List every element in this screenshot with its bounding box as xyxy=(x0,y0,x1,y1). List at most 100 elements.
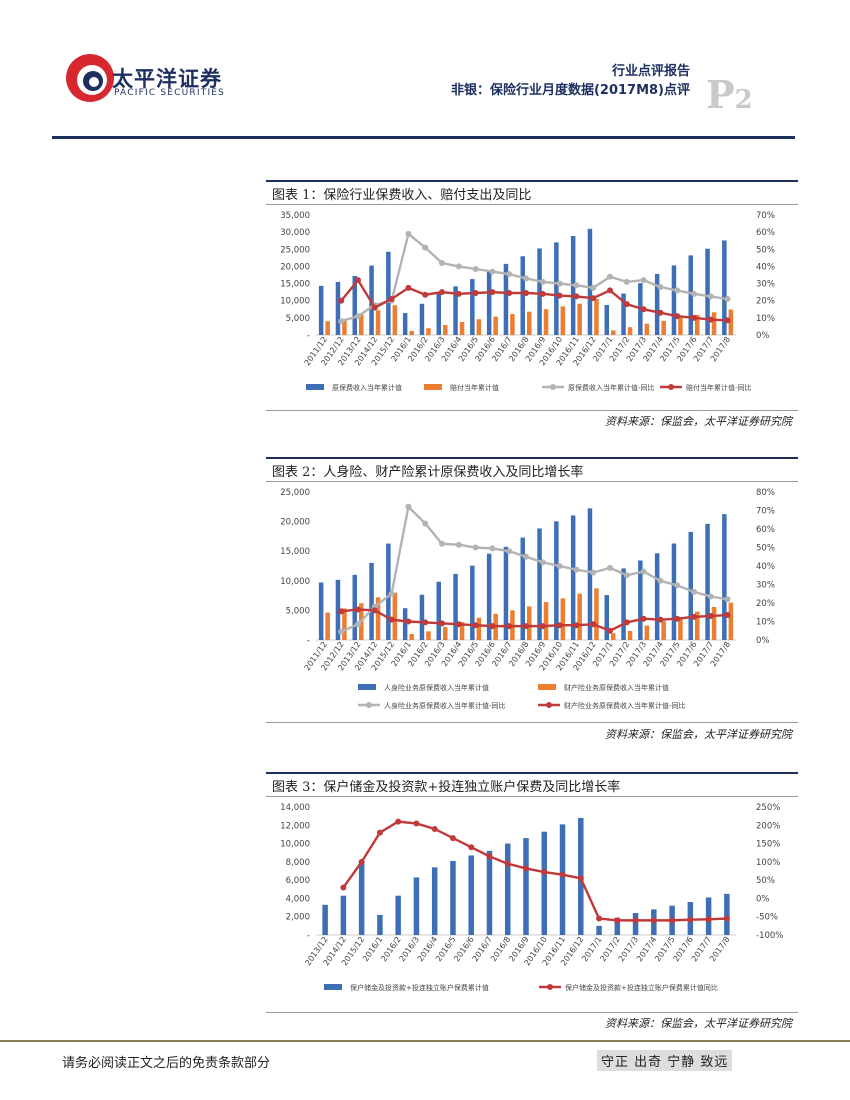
series-point xyxy=(355,606,361,613)
bar xyxy=(409,634,414,640)
bar xyxy=(443,324,448,335)
bar xyxy=(325,612,330,640)
chart-title: 图表 3：保户储金及投资款+投连独立账户保费及同比增长率 xyxy=(272,780,621,795)
series-line xyxy=(340,504,728,633)
bar xyxy=(678,317,683,335)
series-point xyxy=(472,544,479,551)
series-point xyxy=(449,835,456,842)
legend-label: 财产险业务原保费收入当年累计值-同比 xyxy=(564,701,686,710)
bar xyxy=(543,309,549,335)
legend-swatch-marker xyxy=(550,384,556,390)
bar xyxy=(318,285,324,335)
chart-title-bar: 图表 1：保险行业保费收入、赔付支出及同比 xyxy=(266,180,798,205)
series-point xyxy=(422,619,429,626)
series-point xyxy=(422,520,429,527)
bar xyxy=(318,582,324,640)
series-point xyxy=(431,825,438,832)
bar xyxy=(476,319,482,335)
bar xyxy=(728,602,734,640)
series-point xyxy=(523,623,529,630)
series-point xyxy=(640,615,647,622)
series-point xyxy=(338,628,345,635)
bar xyxy=(728,309,734,335)
bar xyxy=(671,265,677,335)
series-point xyxy=(674,313,681,320)
legend-swatch-marker xyxy=(366,702,372,708)
bar xyxy=(510,314,515,335)
bar xyxy=(627,327,633,335)
left-axis-tick-label: 25,000 xyxy=(280,245,310,255)
bar xyxy=(527,606,532,640)
series-point xyxy=(523,275,529,282)
bar xyxy=(426,328,431,335)
bar xyxy=(453,286,458,335)
bar xyxy=(377,914,383,935)
series-point xyxy=(439,289,445,296)
series-point xyxy=(439,540,445,547)
bar xyxy=(722,514,727,640)
bar xyxy=(386,251,391,335)
series-point xyxy=(657,616,664,623)
left-axis-tick-label: 15,000 xyxy=(280,280,310,290)
left-axis-tick-label: 10,000 xyxy=(280,297,310,307)
chart-source: 资料来源：保监会，太平洋证券研究院 xyxy=(605,415,792,428)
series-point xyxy=(623,278,630,285)
bar xyxy=(724,893,730,935)
bar xyxy=(322,904,328,935)
chart-title: 图表 2：人身险、财产险累计原保费收入及同比增长率 xyxy=(272,465,584,480)
bar xyxy=(611,330,616,335)
bar xyxy=(342,318,347,335)
bar xyxy=(503,546,509,640)
series-point xyxy=(506,548,513,555)
legend-label: 财产险业务原保费收入当年累计值 xyxy=(564,683,669,692)
series-point xyxy=(590,621,597,628)
series-point xyxy=(607,564,613,571)
series-point xyxy=(338,318,345,325)
series-line xyxy=(340,231,728,323)
right-axis-tick-label: 50% xyxy=(756,544,775,554)
series-point xyxy=(504,860,511,867)
chart-title-bar: 图表 3：保户储金及投资款+投连独立账户保费及同比增长率 xyxy=(266,772,798,797)
series-point xyxy=(724,596,731,603)
bar xyxy=(486,850,493,935)
bar xyxy=(560,306,566,335)
series-point xyxy=(623,301,630,308)
right-axis-tick-label: 0% xyxy=(756,636,770,646)
bar xyxy=(688,255,693,335)
bar xyxy=(644,323,650,335)
series-point xyxy=(707,612,714,619)
series-point xyxy=(413,820,420,827)
series-point xyxy=(338,297,345,304)
bar xyxy=(359,313,364,335)
chart-3-plot: - 2,000 4,000 6,000 8,000 10,000 12,000 14,000 -… xyxy=(280,803,783,992)
bar xyxy=(470,279,475,335)
legend-swatch-marker xyxy=(547,984,553,990)
series-point xyxy=(559,871,566,878)
right-axis-tick-label: 200% xyxy=(756,821,780,831)
chart-source: 资料来源：保监会，太平洋证券研究院 xyxy=(605,1017,792,1030)
bar xyxy=(543,602,549,640)
series-point xyxy=(590,284,597,291)
series-point xyxy=(371,304,378,311)
right-axis-tick-label: 30% xyxy=(756,581,775,591)
legend-label: 原保费收入当年累计值 xyxy=(332,383,402,392)
bar xyxy=(419,303,425,335)
bar xyxy=(409,331,414,335)
bar xyxy=(419,594,425,640)
series-point xyxy=(489,268,496,275)
series-point xyxy=(657,284,664,290)
series-point xyxy=(674,287,681,294)
series-point xyxy=(405,618,412,625)
bar xyxy=(644,625,650,640)
report-title: 非银：保险行业月度数据(2017M8)点评 xyxy=(450,83,690,98)
bar xyxy=(402,313,408,335)
series-point xyxy=(388,296,395,302)
left-axis-tick-label: 14,000 xyxy=(280,803,310,813)
bar xyxy=(340,895,347,935)
legend-label: 人身险业务原保费收入当年累计值-同比 xyxy=(384,701,506,710)
series-point xyxy=(455,290,462,297)
chart-bottom-rule xyxy=(266,410,798,411)
series-point xyxy=(705,916,712,923)
series-point xyxy=(577,875,584,882)
bar xyxy=(369,562,374,640)
